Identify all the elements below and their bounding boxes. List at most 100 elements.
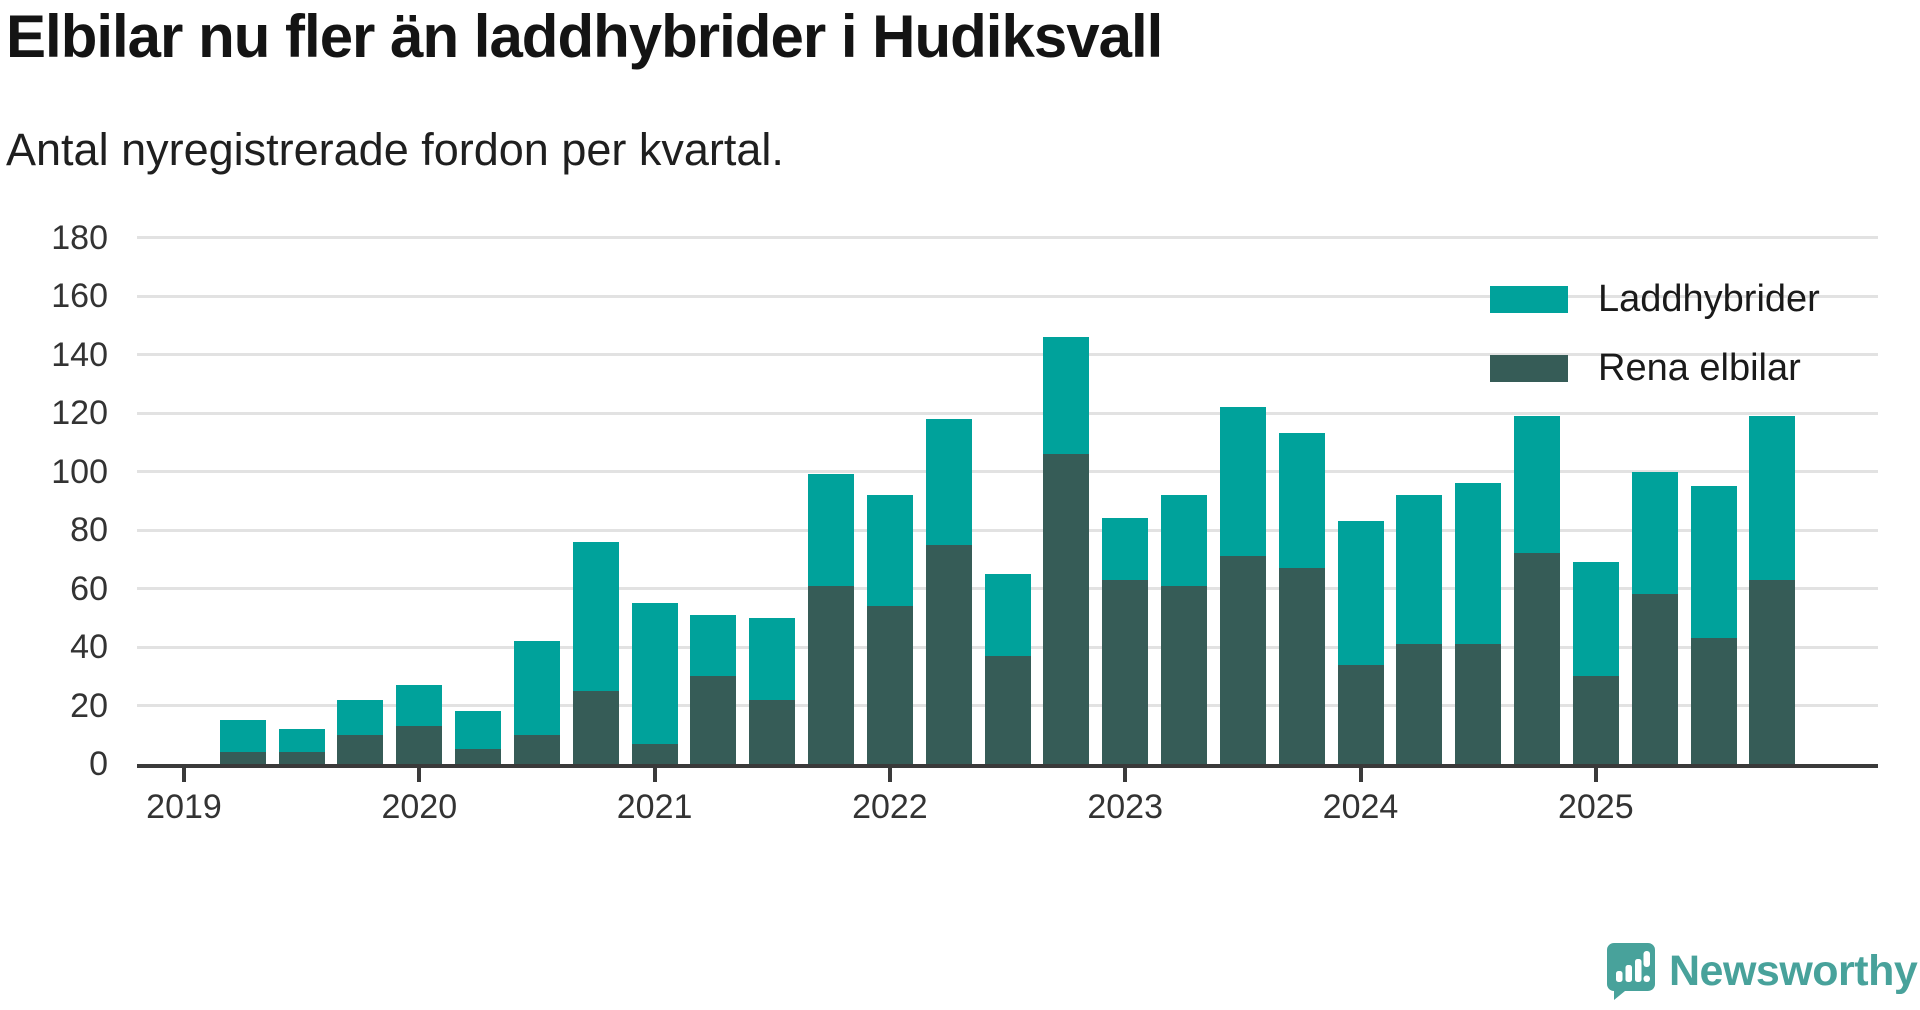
bar-segment-rena-elbilar <box>337 734 384 764</box>
bar-segment-laddhybrider <box>455 711 502 750</box>
bar-segment-laddhybrider <box>690 614 737 677</box>
bar-segment-laddhybrider <box>1043 336 1090 454</box>
bar-2024-q1 <box>1337 521 1384 764</box>
newsworthy-logo-icon <box>1607 943 1655 1000</box>
bar-2025-q3 <box>1690 486 1737 764</box>
bar-segment-rena-elbilar <box>396 725 443 764</box>
bar-segment-rena-elbilar <box>278 752 325 764</box>
legend-item: Laddhybrider <box>1490 280 1820 318</box>
gridline-80 <box>137 528 1878 532</box>
y-axis-label: 60 <box>70 569 108 608</box>
bar-2022-q2 <box>925 418 972 764</box>
bar-segment-rena-elbilar <box>808 585 855 764</box>
plot-area <box>137 190 1878 764</box>
y-axis-label: 0 <box>89 745 108 783</box>
bar-segment-laddhybrider <box>1219 407 1266 557</box>
bar-segment-rena-elbilar <box>1396 644 1443 764</box>
bar-segment-rena-elbilar <box>1278 568 1325 764</box>
bar-segment-rena-elbilar <box>1631 594 1678 764</box>
bar-2020-q3 <box>513 641 560 764</box>
y-axis-label: 120 <box>51 394 108 432</box>
bar-segment-laddhybrider <box>278 728 325 753</box>
bar-2020-q2 <box>455 711 502 764</box>
bar-2023-q2 <box>1161 494 1208 764</box>
bar-segment-laddhybrider <box>396 685 443 726</box>
bar-segment-laddhybrider <box>337 699 384 735</box>
newsworthy-logo: Newsworthy <box>1606 942 1918 1000</box>
bar-2025-q4 <box>1749 415 1796 764</box>
bar-segment-rena-elbilar <box>513 734 560 764</box>
legend: Laddhybrider Rena elbilar <box>1490 280 1820 387</box>
bar-segment-rena-elbilar <box>572 690 619 764</box>
gridline-140 <box>137 353 1878 356</box>
bar-segment-rena-elbilar <box>1337 664 1384 764</box>
bar-segment-laddhybrider <box>925 418 972 545</box>
x-axis-label: 2019 <box>146 788 222 826</box>
bar-segment-laddhybrider <box>808 474 855 586</box>
bar-segment-laddhybrider <box>1278 433 1325 569</box>
bar-segment-rena-elbilar <box>1161 585 1208 764</box>
bar-segment-laddhybrider <box>513 641 560 735</box>
legend-label: Laddhybrider <box>1598 278 1820 320</box>
bar-segment-rena-elbilar <box>631 743 678 764</box>
bar-2024-q2 <box>1396 494 1443 764</box>
gridline-180 <box>137 236 1878 239</box>
bar-2021-q3 <box>749 617 796 764</box>
x-axis-label: 2024 <box>1322 788 1399 826</box>
bar-2019-q4 <box>337 699 384 764</box>
bar-2020-q4 <box>572 541 619 764</box>
bar-segment-laddhybrider <box>631 603 678 744</box>
bar-2024-q3 <box>1455 483 1502 764</box>
x-axis-tick <box>1358 764 1363 782</box>
bar-segment-laddhybrider <box>1396 494 1443 645</box>
bar-segment-rena-elbilar <box>984 655 1031 764</box>
x-axis-tick <box>182 764 186 782</box>
x-axis-tick <box>887 764 892 782</box>
legend-swatch <box>1490 354 1568 382</box>
y-axis-label: 20 <box>70 686 108 725</box>
bar-2022-q1 <box>866 494 913 764</box>
bar-segment-rena-elbilar <box>1219 556 1266 764</box>
y-axis-label: 80 <box>70 511 108 549</box>
bar-2021-q4 <box>808 474 855 764</box>
chart-subtitle: Antal nyregistrerade fordon per kvartal. <box>6 124 784 175</box>
bar-2023-q1 <box>1102 518 1149 764</box>
bar-segment-laddhybrider <box>1455 483 1502 645</box>
bar-2023-q4 <box>1278 433 1325 764</box>
x-axis-tick <box>1593 764 1598 782</box>
bar-2021-q2 <box>690 614 737 764</box>
bar-segment-rena-elbilar <box>1690 638 1737 764</box>
x-axis-label: 2021 <box>616 788 693 826</box>
bar-2025-q1 <box>1572 562 1619 764</box>
bar-segment-laddhybrider <box>984 573 1031 656</box>
bar-segment-rena-elbilar <box>925 544 972 764</box>
legend-swatch <box>1490 285 1568 313</box>
bar-segment-laddhybrider <box>1631 471 1678 595</box>
newsworthy-logo-text: Newsworthy <box>1669 946 1918 995</box>
bar-segment-laddhybrider <box>1572 562 1619 677</box>
bar-segment-laddhybrider <box>1690 486 1737 639</box>
gridline-120 <box>137 411 1878 415</box>
bar-segment-rena-elbilar <box>1043 453 1090 764</box>
bar-segment-laddhybrider <box>1102 518 1149 580</box>
bar-segment-laddhybrider <box>219 720 266 753</box>
bar-segment-rena-elbilar <box>749 699 796 764</box>
bar-segment-laddhybrider <box>866 494 913 607</box>
bar-segment-laddhybrider <box>572 541 619 691</box>
chart-title: Elbilar nu fler än laddhybrider i Hudiks… <box>6 3 1163 70</box>
x-axis-tick <box>417 764 422 782</box>
bar-2022-q3 <box>984 573 1031 764</box>
bar-segment-rena-elbilar <box>1514 553 1561 764</box>
bar-segment-laddhybrider <box>1337 521 1384 665</box>
bar-2024-q4 <box>1514 415 1561 764</box>
bar-segment-rena-elbilar <box>866 606 913 764</box>
y-axis-label: 160 <box>51 277 108 315</box>
bar-2023-q3 <box>1219 407 1266 764</box>
bar-segment-rena-elbilar <box>1749 579 1796 764</box>
bar-2021-q1 <box>631 603 678 764</box>
y-axis-label: 180 <box>51 218 108 257</box>
bar-segment-laddhybrider <box>749 617 796 700</box>
bar-segment-rena-elbilar <box>1572 676 1619 764</box>
y-axis-label: 40 <box>70 628 108 666</box>
